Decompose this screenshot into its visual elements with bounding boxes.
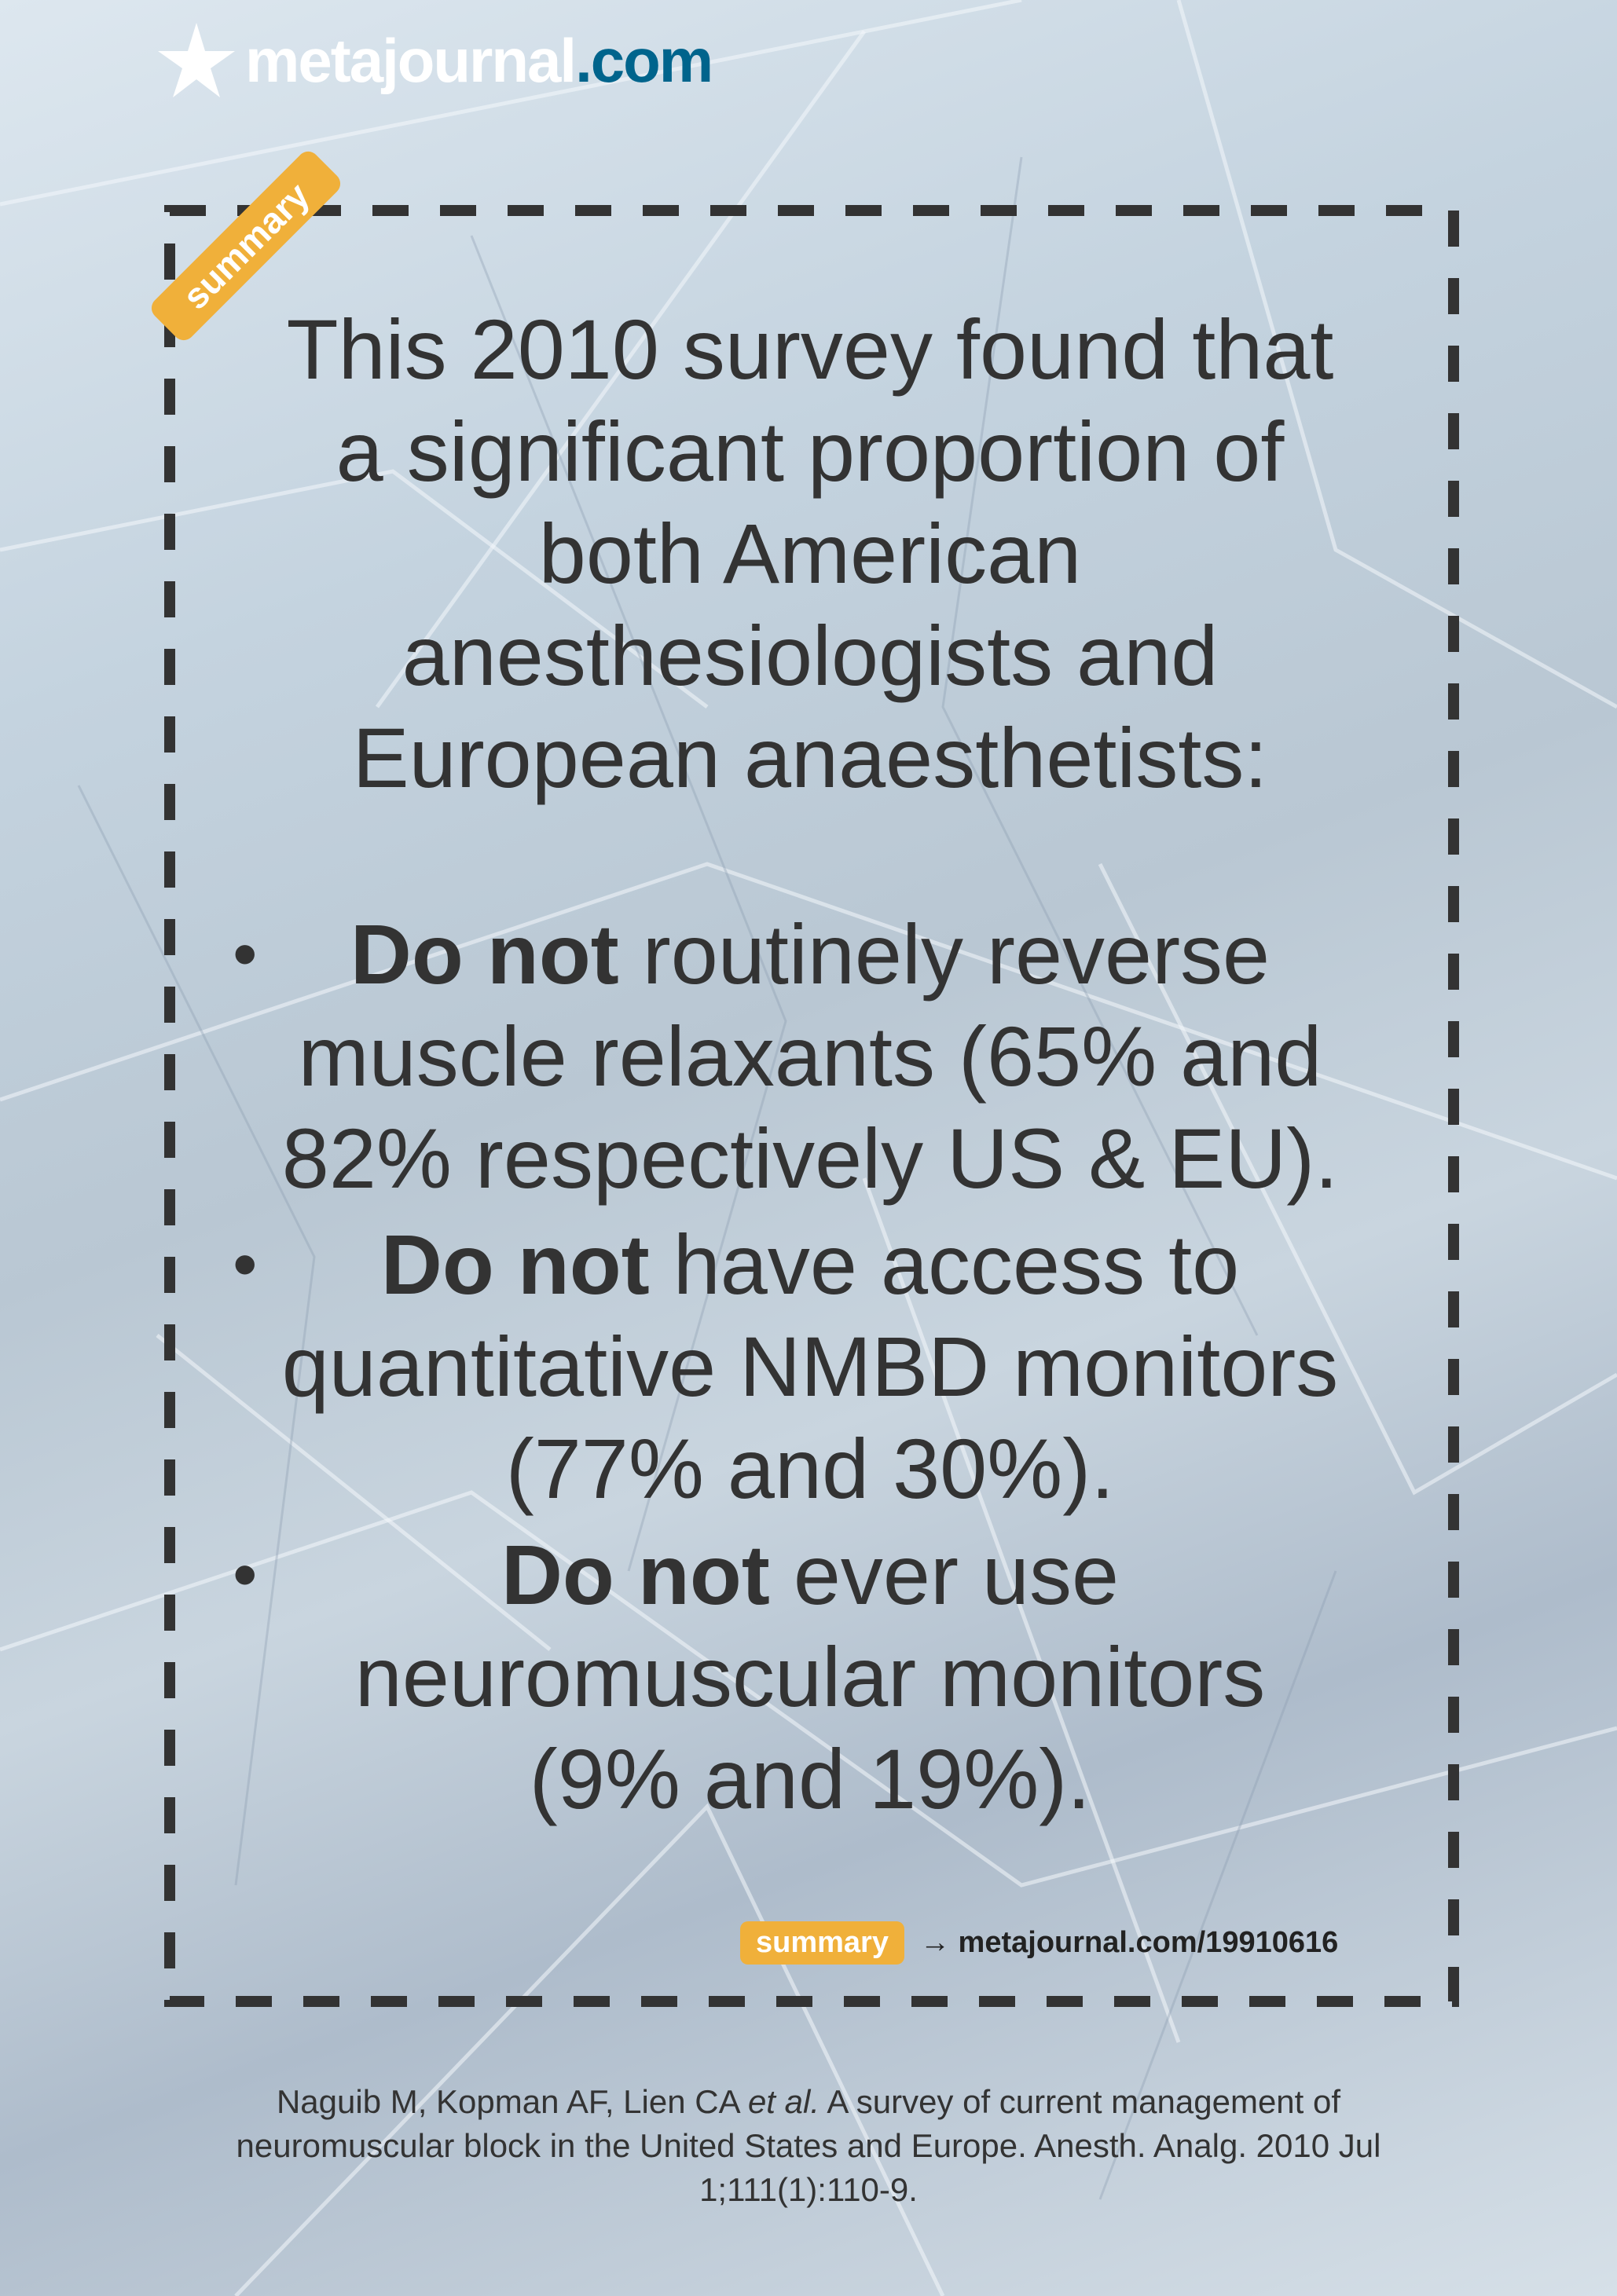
summary-link[interactable]: summary → metajournal.com/19910616 [740, 1921, 1338, 1965]
bullet-line: Do not ever use [500, 1527, 1120, 1622]
intro-line: both American [538, 506, 1082, 601]
citation-line: neuromuscular block in the United States… [236, 2127, 1381, 2164]
arrow-right-icon: → [919, 1926, 950, 1959]
bullet-line: Do not routinely reverse [350, 906, 1270, 1002]
summary-url[interactable]: → metajournal.com/19910616 [919, 1926, 1339, 1959]
citation-line: 1;111(1):110-9. [699, 2171, 918, 2208]
intro-line: a significant proportion of [336, 404, 1285, 499]
bullet-line: 82% respectively US & EU). [281, 1111, 1339, 1206]
bullet-line: neuromuscular monitors [354, 1629, 1266, 1724]
bullet-line: muscle relaxants (65% and [298, 1009, 1322, 1104]
intro-line: This 2010 survey found that [286, 302, 1334, 397]
citation-line: Naguib M, Kopman AF, Lien CA et al. A su… [276, 2083, 1341, 2120]
bullet-dot: • [233, 915, 258, 994]
intro-line: European anaesthetists: [352, 710, 1268, 805]
bullet-dot: • [233, 1225, 258, 1304]
metajournal-logo[interactable]: metajournal.com [157, 17, 713, 104]
intro-line: anesthesiologists and [402, 608, 1219, 703]
bullet-line: Do not have access to [380, 1217, 1240, 1312]
bullet-line: (9% and 19%). [529, 1731, 1091, 1826]
summary-badge: summary [740, 1921, 904, 1965]
star-icon [158, 23, 235, 97]
bullet-line: quantitative NMBD monitors [281, 1319, 1339, 1414]
bullet-line: (77% and 30%). [505, 1421, 1115, 1516]
bullet-dot: • [233, 1536, 258, 1614]
logo-text: metajournal.com [245, 25, 713, 95]
